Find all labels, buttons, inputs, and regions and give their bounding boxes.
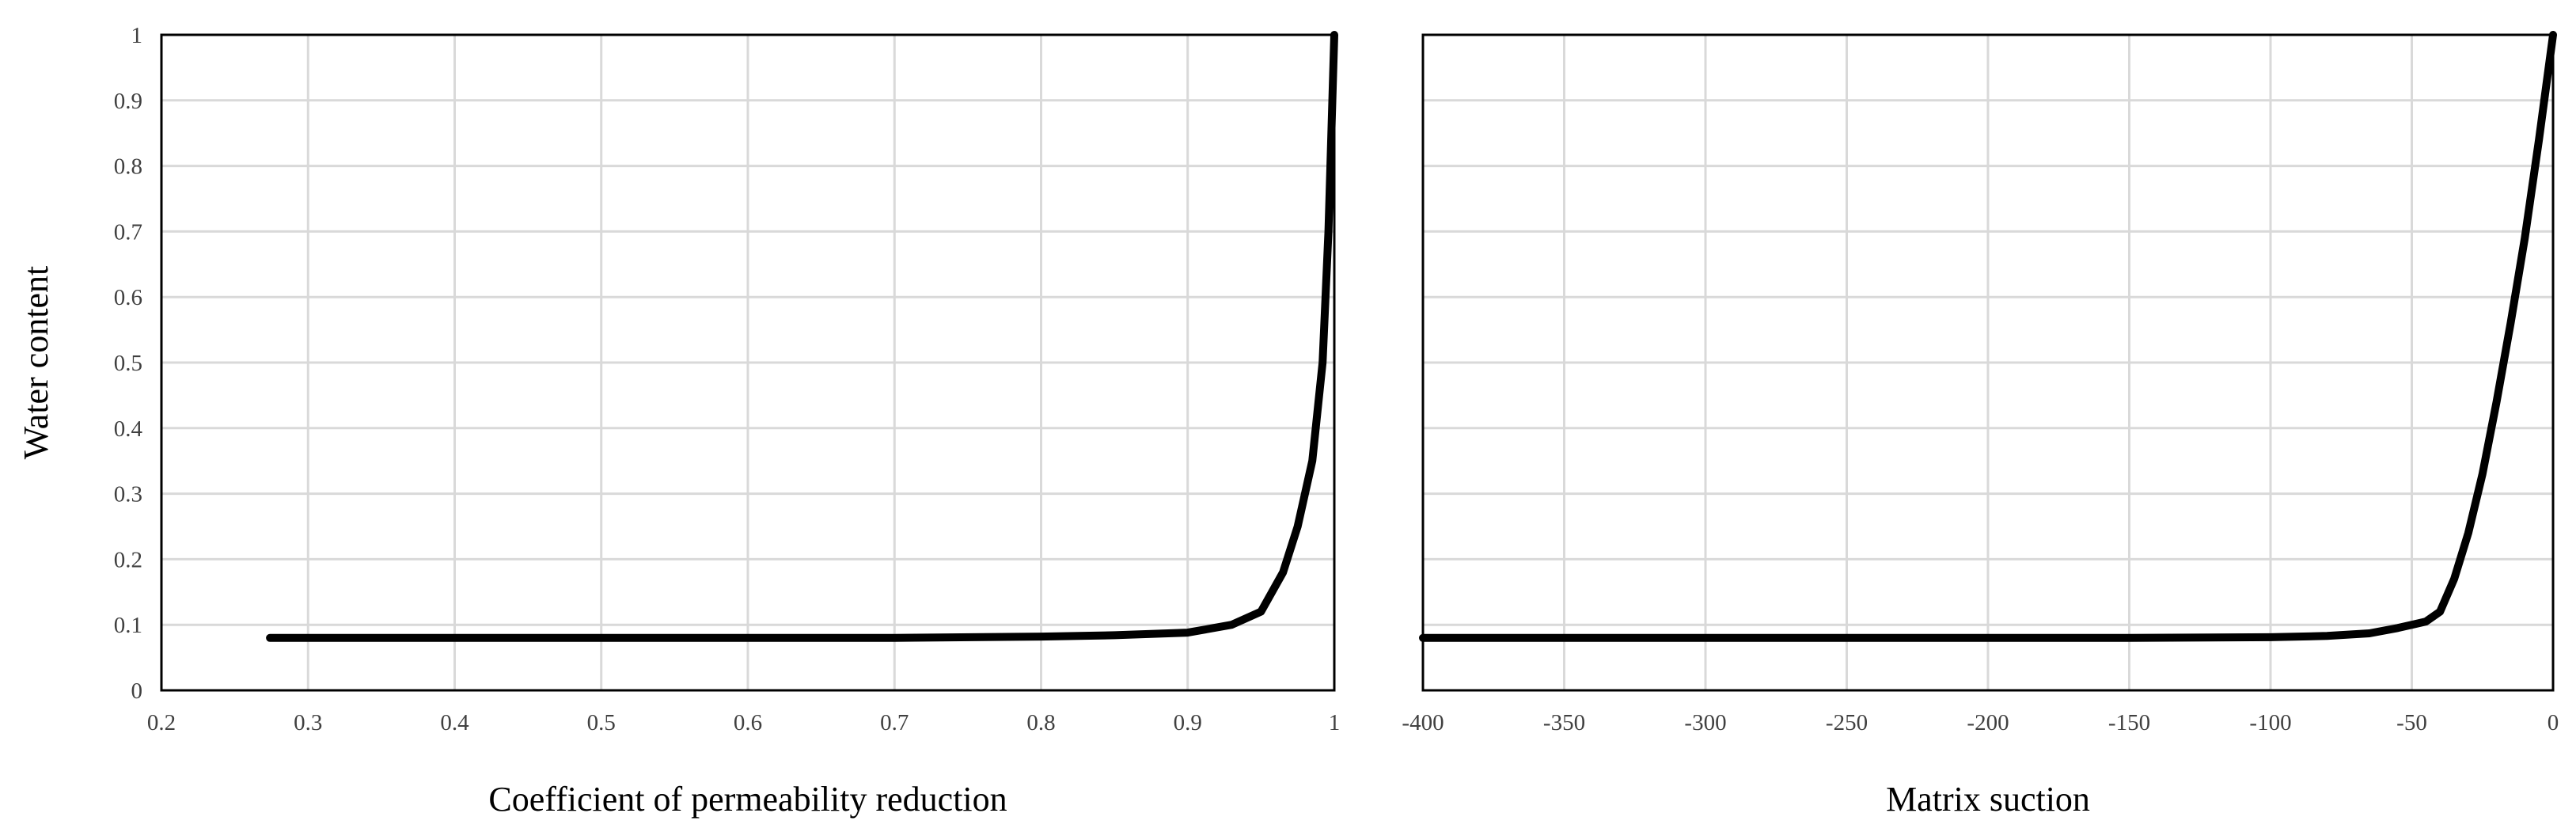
left-y-tick-label: 0.4	[114, 416, 143, 442]
left-series-line	[266, 31, 1338, 642]
right-x-tick-label: 0	[2548, 710, 2559, 735]
left-y-tick-label: 0.5	[114, 351, 142, 376]
right-x-tick-label: -100	[2249, 710, 2291, 735]
left-y-tick-label: 0.7	[114, 219, 142, 245]
right-x-tick-label: -200	[1967, 710, 2009, 735]
left-y-tick-label: 0.6	[114, 285, 142, 310]
left-plot-frame	[160, 33, 1336, 692]
right-x-tick-label: -150	[2108, 710, 2150, 735]
left-y-ticks: 0 0.1 0.2 0.3 0.4 0.5 0.6 0.7 0.8 0.9 1	[114, 23, 143, 704]
left-x-tick-label: 0.6	[734, 710, 762, 735]
right-x-tick-label: -50	[2396, 710, 2427, 735]
right-x-ticks: -400 -350 -300 -250 -200 -150 -100 -50 0	[1402, 710, 2559, 735]
right-grid	[1421, 33, 2555, 692]
left-y-tick-label: 0.2	[114, 547, 142, 572]
left-x-tick-label: 1	[1329, 710, 1341, 735]
right-x-tick-label: -250	[1826, 710, 1868, 735]
left-x-tick-label: 0.5	[587, 710, 616, 735]
left-series-group	[266, 31, 1338, 642]
right-plot-frame	[1421, 33, 2555, 692]
left-x-tick-label: 0.3	[294, 710, 322, 735]
left-y-tick-label: 0.1	[114, 613, 142, 638]
left-x-tick-label: 0.9	[1174, 710, 1202, 735]
left-x-tick-label: 0.8	[1026, 710, 1055, 735]
left-y-tick-label: 0	[131, 678, 143, 704]
left-y-tick-label: 0.9	[114, 89, 142, 114]
left-x-tick-label: 0.4	[440, 710, 469, 735]
right-series-line	[1419, 31, 2557, 642]
right-x-tick-label: -350	[1543, 710, 1585, 735]
right-x-tick-label: -300	[1684, 710, 1726, 735]
left-y-tick-label: 0.3	[114, 482, 142, 507]
left-grid	[160, 33, 1336, 692]
left-x-tick-label: 0.2	[147, 710, 176, 735]
right-x-tick-label: -400	[1402, 710, 1444, 735]
left-x-ticks: 0.2 0.3 0.4 0.5 0.6 0.7 0.8 0.9 1	[147, 710, 1340, 735]
right-x-axis-title: Matrix suction	[1886, 780, 2090, 819]
right-chart: -400 -350 -300 -250 -200 -150 -100 -50 0 Matrix …	[1402, 31, 2559, 819]
right-series-group	[1419, 31, 2557, 642]
left-x-tick-label: 0.7	[880, 710, 909, 735]
left-y-tick-label: 1	[131, 23, 143, 48]
y-axis-title: Water content	[17, 266, 55, 459]
left-chart: 0.2 0.3 0.4 0.5 0.6 0.7 0.8 0.9 1 00.10.20.30.40…	[17, 23, 1340, 819]
left-y-tick-label: 0.8	[114, 154, 142, 180]
left-x-axis-title: Coefficient of permeability reduction	[488, 780, 1007, 819]
